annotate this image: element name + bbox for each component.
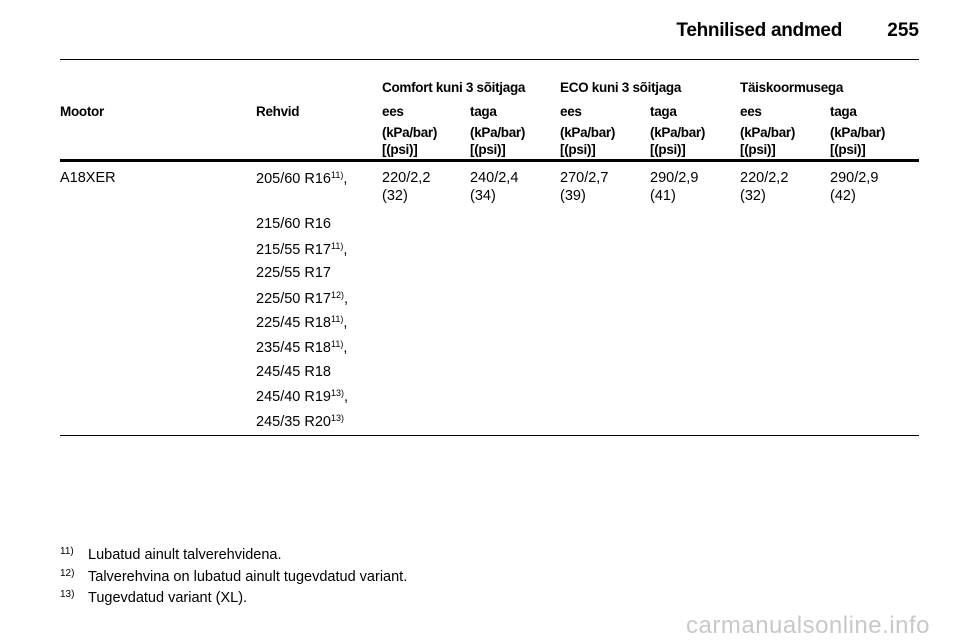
pressure: (32) bbox=[382, 188, 408, 204]
tyre-size: 245/40 R19 bbox=[256, 389, 331, 406]
tyre: 225/45 R1811), bbox=[256, 314, 347, 331]
unit-label: (kPa/bar) bbox=[560, 125, 616, 140]
tyre-size: 245/45 R18 bbox=[256, 363, 331, 380]
column-header: ees bbox=[560, 104, 582, 119]
footnote-text: Tugevdatud variant (XL). bbox=[88, 590, 248, 606]
unit-label: (kPa/bar) bbox=[830, 125, 886, 140]
footnote-ref: 12) bbox=[330, 289, 344, 300]
tyre-size: 225/55 R17 bbox=[256, 265, 331, 282]
pressure: 270/2,7 bbox=[560, 170, 609, 186]
tyre-size: 215/55 R17 bbox=[256, 241, 331, 258]
footnote-text: Talverehvina on lubatud ainult tugevdatu… bbox=[88, 568, 408, 585]
group-header: Täiskoormusega bbox=[740, 80, 844, 95]
pressure: (39) bbox=[560, 188, 586, 204]
tyre-size: 205/60 R16 bbox=[256, 171, 331, 187]
pressure: (32) bbox=[740, 188, 766, 204]
engine: A18XER bbox=[60, 170, 116, 186]
pressure: 220/2,2 bbox=[740, 170, 789, 186]
unit-label: (kPa/bar) bbox=[382, 125, 438, 140]
unit-label: (kPa/bar) bbox=[740, 125, 796, 140]
column-header: taga bbox=[470, 104, 497, 119]
column-header: taga bbox=[830, 104, 857, 119]
top-rule bbox=[60, 59, 919, 60]
pressure: 290/2,9 bbox=[830, 170, 879, 186]
footnote-ref: 11) bbox=[330, 339, 344, 349]
pressure: 240/2,4 bbox=[470, 170, 519, 186]
tyre-suffix: , bbox=[344, 290, 349, 307]
column-header: Mootor bbox=[60, 104, 104, 119]
unit-label: (kPa/bar) bbox=[470, 125, 526, 140]
footnote-ref: 13) bbox=[330, 388, 344, 399]
unit-label: (kPa/bar) bbox=[650, 125, 706, 140]
header-rule bbox=[60, 159, 919, 162]
tyre: 215/55 R1711), bbox=[256, 241, 347, 258]
page-title: Tehnilised andmed bbox=[676, 20, 842, 41]
tyre-suffix: , bbox=[344, 389, 349, 406]
footnote-text: Lubatud ainult talverehvidena. bbox=[88, 547, 282, 563]
tyre-suffix: , bbox=[343, 171, 348, 187]
tyre: 245/35 R2013) bbox=[256, 413, 344, 430]
bottom-rule bbox=[60, 435, 919, 436]
tyre-size: 245/35 R20 bbox=[256, 413, 331, 430]
unit-label: [(psi)] bbox=[560, 142, 596, 157]
unit-label: [(psi)] bbox=[830, 142, 866, 157]
unit-label: [(psi)] bbox=[740, 142, 776, 157]
tyre-size: 235/45 R18 bbox=[256, 340, 331, 356]
tyre: 205/60 R1611), bbox=[256, 170, 347, 187]
unit-label: [(psi)] bbox=[382, 142, 418, 157]
footnote-marker: 13) bbox=[60, 589, 75, 600]
footnote-ref: 11) bbox=[330, 314, 344, 325]
footnote-ref: 13) bbox=[330, 412, 344, 423]
watermark: carmanualsonline.info bbox=[686, 612, 930, 639]
footnote-ref: 11) bbox=[330, 170, 344, 180]
pressure: (42) bbox=[830, 188, 856, 204]
unit-label: [(psi)] bbox=[470, 142, 506, 157]
page-number: 255 bbox=[887, 20, 919, 41]
column-header: ees bbox=[740, 104, 762, 119]
pressure: 220/2,2 bbox=[382, 170, 431, 186]
pressure: 290/2,9 bbox=[650, 170, 699, 186]
footnote-marker: 11) bbox=[60, 546, 74, 557]
pressure: (41) bbox=[650, 188, 676, 204]
tyre-size: 215/60 R16 bbox=[256, 216, 331, 232]
unit-label: [(psi)] bbox=[650, 142, 686, 157]
tyre: 215/60 R16 bbox=[256, 216, 331, 232]
footnote-ref: 11) bbox=[330, 240, 344, 251]
tyre: 225/55 R17 bbox=[256, 265, 331, 281]
column-header: ees bbox=[382, 104, 404, 119]
column-header: taga bbox=[650, 104, 677, 119]
tyre-suffix: , bbox=[343, 340, 348, 356]
group-header: ECO kuni 3 sõitjaga bbox=[560, 80, 682, 95]
tyre: 225/50 R1712), bbox=[256, 290, 348, 307]
group-header: Comfort kuni 3 sõitjaga bbox=[382, 80, 526, 95]
tyre: 245/40 R1913), bbox=[256, 388, 348, 405]
footnote-marker: 12) bbox=[60, 567, 75, 579]
pressure: (34) bbox=[470, 188, 496, 204]
column-header: Rehvid bbox=[256, 104, 300, 119]
tyre-size: 225/45 R18 bbox=[256, 315, 331, 332]
tyre-suffix: , bbox=[343, 241, 348, 258]
tyre: 245/45 R18 bbox=[256, 364, 331, 380]
tyre-suffix: , bbox=[343, 315, 348, 332]
tyre: 235/45 R1811), bbox=[256, 339, 347, 356]
tyre-size: 225/50 R17 bbox=[256, 290, 331, 307]
